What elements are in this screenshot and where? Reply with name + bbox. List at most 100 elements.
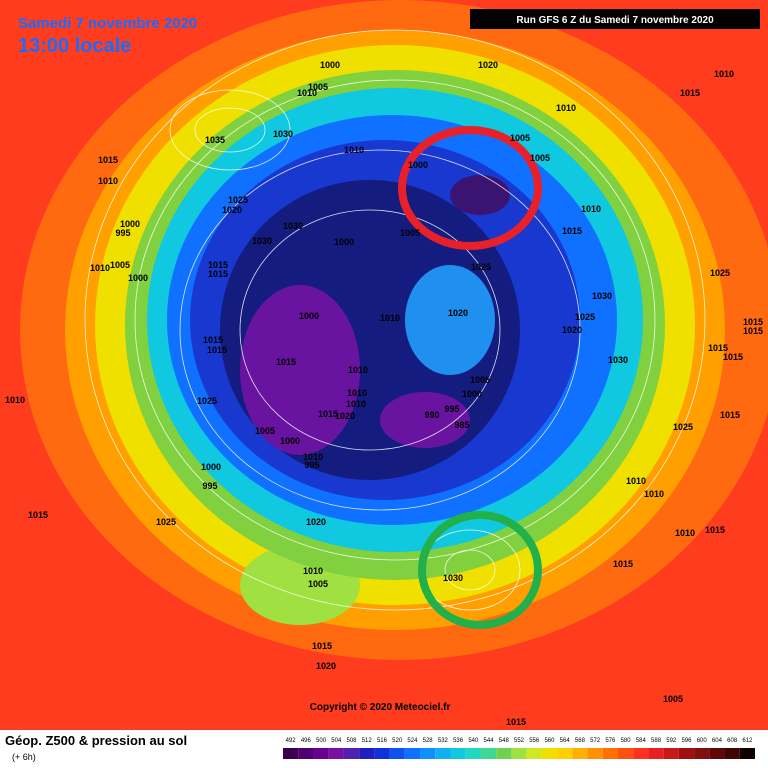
scale-label: 612 (742, 738, 753, 744)
scale-swatch (343, 748, 360, 759)
run-box (470, 9, 760, 29)
scale-swatch (404, 748, 421, 759)
scale-label: 576 (605, 738, 616, 744)
scale-swatch (511, 748, 527, 759)
isobar-label: 1020 (222, 205, 242, 215)
isobar-label: 985 (454, 420, 469, 430)
scale-swatch (420, 748, 436, 759)
isobar-label: 1020 (448, 308, 468, 318)
isobar-label: 1015 (743, 326, 763, 336)
scale-label: 532 (438, 738, 449, 744)
isobar-label: 1015 (613, 559, 633, 569)
scale-swatch (465, 748, 481, 759)
isobar-label: 995 (115, 228, 130, 238)
field (450, 175, 510, 215)
isobar-label: 1025 (710, 268, 730, 278)
scale-label: 588 (651, 738, 662, 744)
scale-label: 504 (331, 738, 342, 744)
isobar-label: 1000 (280, 436, 300, 446)
isobar-label: 1015 (207, 345, 227, 355)
scale-label: 608 (727, 738, 738, 744)
isobar-label: 1010 (90, 263, 110, 273)
isobar-label: 1010 (644, 489, 664, 499)
isobar-label: 1000 (120, 219, 140, 229)
scale-swatch (313, 748, 329, 759)
isobar-label: 995 (444, 404, 459, 414)
scale-label: 560 (544, 738, 555, 744)
scale-label: 592 (666, 738, 677, 744)
scale-label: 600 (697, 738, 708, 744)
time: 13:00 locale (18, 35, 131, 57)
isobar-label: 1010 (348, 365, 368, 375)
scale-label: 528 (423, 738, 434, 744)
isobar-label: 1015 (208, 269, 228, 279)
isobar-label: 1015 (506, 717, 526, 727)
isobar-label: 1015 (28, 510, 48, 520)
scale-swatch (328, 748, 344, 759)
scale-swatch (480, 748, 497, 759)
scale-swatch (663, 748, 679, 759)
isobar-label: 1020 (335, 411, 355, 421)
isobar-label: 1030 (283, 221, 303, 231)
scale-swatch (694, 748, 710, 759)
scale-label: 568 (575, 738, 586, 744)
isobar-label: 1035 (205, 135, 225, 145)
scale-label: 500 (316, 738, 327, 744)
scale-label: 604 (712, 738, 723, 744)
scale-swatch (572, 748, 588, 759)
isobar-label: 1000 (320, 60, 340, 70)
scale-swatch (496, 748, 512, 759)
scale-label: 512 (362, 738, 373, 744)
isobar-label: 995 (304, 460, 319, 470)
isobar-label: 1015 (705, 525, 725, 535)
footer-title: Géop. Z500 & pression au sol (5, 733, 187, 748)
isobar-label: 1025 (228, 195, 248, 205)
isobar-label: 1000 (201, 462, 221, 472)
scale-swatch (541, 748, 558, 759)
scale-swatch (526, 748, 542, 759)
scale-swatch (557, 748, 573, 759)
isobar-label: 1030 (443, 573, 463, 583)
isobar-label: 1005 (530, 153, 550, 163)
isobar-label: 1010 (556, 103, 576, 113)
scale-label: 496 (301, 738, 312, 744)
scale-swatch (602, 748, 618, 759)
scale-swatch (374, 748, 390, 759)
isobar-label: 1015 (708, 343, 728, 353)
isobar-label: 1005 (308, 82, 328, 92)
scale-label: 548 (499, 738, 510, 744)
footer-subtitle: (+ 6h) (12, 752, 36, 762)
isobar-label: 1000 (408, 160, 428, 170)
isobar-label: 1010 (344, 145, 364, 155)
isobar-label: 1025 (575, 312, 595, 322)
isobar-label: 1025 (673, 422, 693, 432)
scale-label: 508 (347, 738, 358, 744)
scale-label: 516 (377, 738, 388, 744)
scale-swatch (389, 748, 405, 759)
isobar-label: 1015 (276, 357, 296, 367)
isobar-label: 1030 (608, 355, 628, 365)
isobar-label: 1010 (714, 69, 734, 79)
isobar-label: 1005 (110, 260, 130, 270)
scale-label: 544 (484, 738, 495, 744)
scale-label: 540 (468, 738, 479, 744)
scale-swatch (359, 748, 375, 759)
scale-swatch (633, 748, 649, 759)
scale-swatch (617, 748, 634, 759)
isobar-label: 1020 (306, 517, 326, 527)
isobar-label: 1015 (562, 226, 582, 236)
isobar-label: 1010 (346, 399, 366, 409)
isobar-label: 1010 (626, 476, 646, 486)
isobar-label: 1010 (581, 204, 601, 214)
field (405, 265, 495, 375)
scale-label: 520 (392, 738, 403, 744)
scale-label: 580 (621, 738, 632, 744)
scale-label: 564 (560, 738, 571, 744)
isobar-label: 1000 (128, 273, 148, 283)
isobar-label: 1005 (470, 375, 490, 385)
isobar-label: 1010 (347, 388, 367, 398)
scale-label: 596 (681, 738, 692, 744)
scale-swatch (298, 748, 314, 759)
